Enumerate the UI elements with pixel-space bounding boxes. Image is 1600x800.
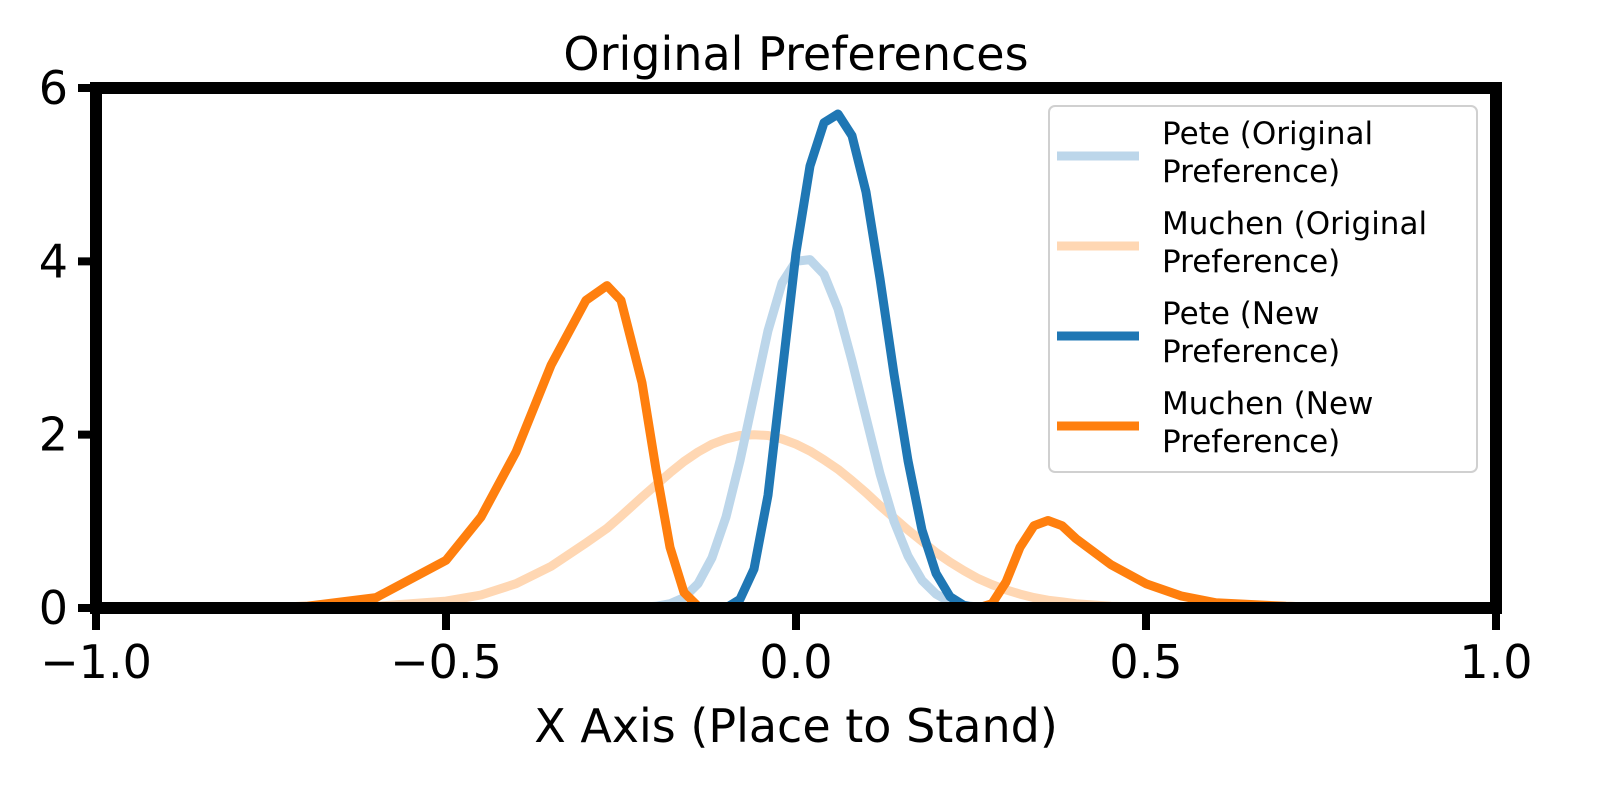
y-axis-ticks: 0 2 4 6 <box>39 61 96 635</box>
chart-title: Original Preferences <box>563 27 1028 81</box>
legend-label: Pete (New Preference) <box>1162 296 1340 370</box>
x-axis-label: X Axis (Place to Stand) <box>534 699 1058 753</box>
legend-label: Pete (Original Preference) <box>1162 116 1373 190</box>
legend: Pete (Original Preference) Muchen (Origina… <box>1048 105 1478 473</box>
x-axis-ticks: −1.0 −0.5 0.0 0.5 1.0 <box>40 608 1533 689</box>
legend-label: Muchen (New Preference) <box>1162 386 1373 460</box>
x-tick-label: 0.5 <box>1109 635 1182 689</box>
y-tick-label: 6 <box>39 61 68 115</box>
legend-label: Muchen (Original Preference) <box>1162 206 1427 280</box>
x-tick-label: 1.0 <box>1459 635 1532 689</box>
y-tick-label: 0 <box>39 581 68 635</box>
x-tick-label: −0.5 <box>390 635 502 689</box>
x-tick-label: 0.0 <box>759 635 832 689</box>
x-tick-label: −1.0 <box>40 635 152 689</box>
y-tick-label: 2 <box>39 408 68 462</box>
y-tick-label: 4 <box>39 234 68 288</box>
legend-box <box>1048 105 1478 473</box>
